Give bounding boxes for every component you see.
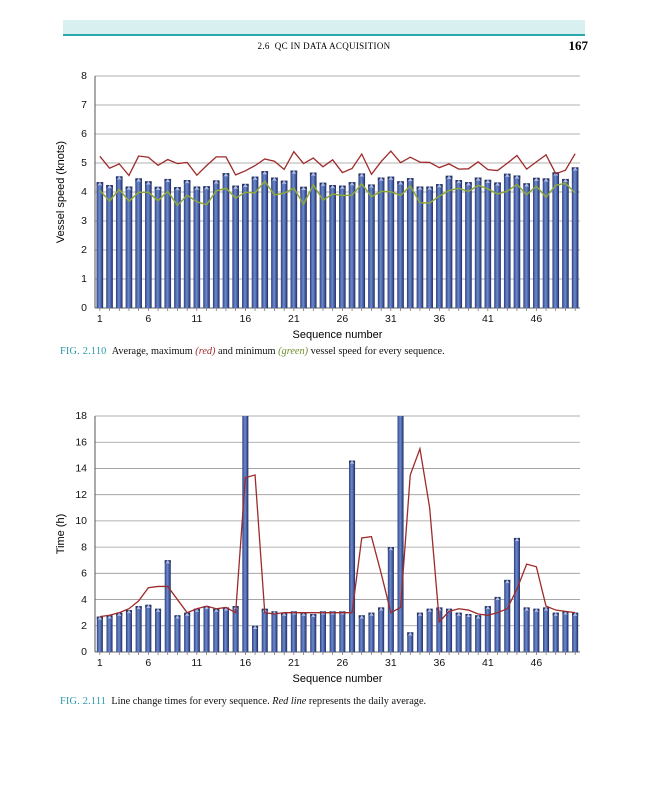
svg-text:14: 14 — [75, 463, 87, 475]
svg-text:41: 41 — [482, 657, 494, 669]
svg-text:10: 10 — [75, 515, 87, 527]
svg-text:0: 0 — [81, 302, 87, 314]
svg-text:8: 8 — [81, 541, 87, 553]
svg-text:2: 2 — [81, 244, 87, 256]
svg-text:4: 4 — [81, 186, 87, 198]
svg-text:36: 36 — [434, 657, 446, 669]
svg-text:4: 4 — [81, 594, 87, 606]
svg-text:8: 8 — [81, 70, 87, 82]
svg-text:6: 6 — [81, 568, 87, 580]
svg-text:Sequence number: Sequence number — [293, 329, 383, 341]
svg-text:41: 41 — [482, 313, 494, 325]
svg-text:16: 16 — [240, 313, 252, 325]
svg-text:26: 26 — [337, 657, 349, 669]
svg-text:0: 0 — [81, 646, 87, 658]
svg-text:2: 2 — [81, 620, 87, 632]
svg-text:21: 21 — [288, 657, 300, 669]
svg-text:16: 16 — [75, 436, 87, 448]
svg-text:Sequence number: Sequence number — [293, 673, 383, 685]
svg-text:16: 16 — [240, 657, 252, 669]
svg-text:18: 18 — [75, 410, 87, 422]
svg-text:12: 12 — [75, 489, 87, 501]
svg-text:21: 21 — [288, 313, 300, 325]
svg-text:1: 1 — [97, 657, 103, 669]
svg-text:Time (h): Time (h) — [55, 514, 67, 555]
svg-text:6: 6 — [81, 128, 87, 140]
svg-text:11: 11 — [191, 313, 202, 325]
svg-text:3: 3 — [81, 215, 87, 227]
svg-text:6: 6 — [145, 657, 151, 669]
svg-text:7: 7 — [81, 99, 87, 111]
svg-text:46: 46 — [531, 657, 543, 669]
svg-text:46: 46 — [531, 313, 543, 325]
svg-text:36: 36 — [434, 313, 446, 325]
svg-text:1: 1 — [97, 313, 103, 325]
svg-text:1: 1 — [81, 273, 87, 285]
svg-text:26: 26 — [337, 313, 349, 325]
svg-text:31: 31 — [385, 313, 397, 325]
svg-text:Vessel speed (knots): Vessel speed (knots) — [55, 141, 67, 243]
svg-text:5: 5 — [81, 157, 87, 169]
svg-text:31: 31 — [385, 657, 397, 669]
svg-text:11: 11 — [191, 657, 202, 669]
svg-text:6: 6 — [145, 313, 151, 325]
